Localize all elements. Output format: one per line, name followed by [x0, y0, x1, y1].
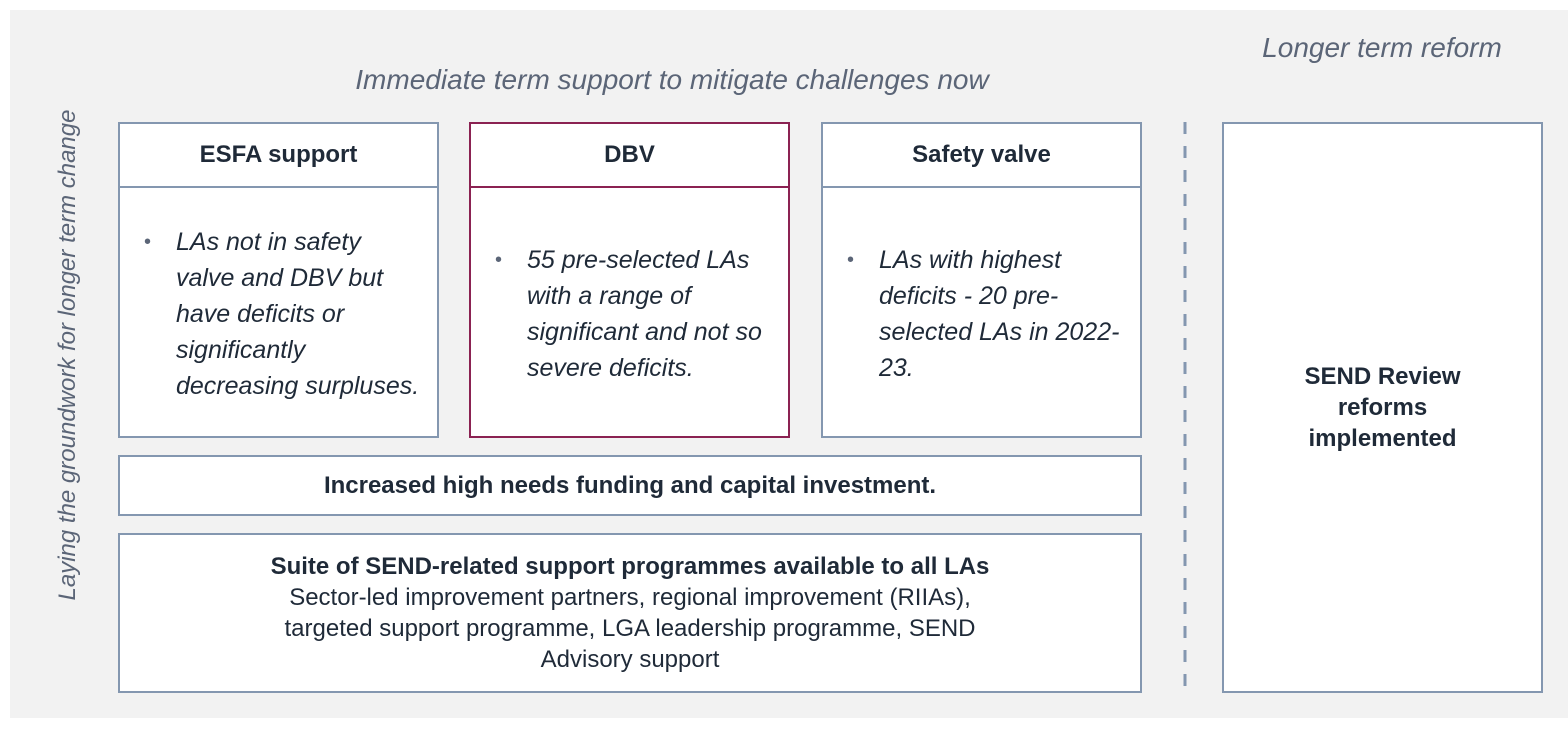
programmes-title: Suite of SEND-related support programmes…	[270, 553, 990, 580]
programmes-box: Suite of SEND-related support programmes…	[118, 533, 1142, 693]
funding-box: Increased high needs funding and capital…	[118, 455, 1142, 516]
divider	[1183, 122, 1187, 692]
programmes-body: Sector-led improvement partners, regiona…	[284, 584, 976, 673]
immediate-heading: Immediate term support to mitigate chall…	[355, 64, 989, 95]
bullet: LAs with highest deficits - 20 pre-selec…	[847, 242, 1126, 386]
reform-box: SEND Review reforms implemented	[1222, 122, 1543, 693]
box-title: Safety valve	[823, 124, 1140, 188]
esfa-box: ESFA support LAs not in safety valve and…	[118, 122, 439, 438]
bullet: 55 pre-selected LAs with a range of sign…	[495, 242, 774, 386]
dbv-box: DBV 55 pre-selected LAs with a range of …	[469, 122, 790, 438]
longer-heading: Longer term reform	[1262, 32, 1502, 63]
safety-box: Safety valve LAs with highest deficits -…	[821, 122, 1142, 438]
box-title: ESFA support	[120, 124, 437, 188]
side-label: Laying the groundwork for longer term ch…	[54, 109, 81, 601]
bullet: LAs not in safety valve and DBV but have…	[144, 224, 423, 404]
box-title: DBV	[471, 124, 788, 188]
